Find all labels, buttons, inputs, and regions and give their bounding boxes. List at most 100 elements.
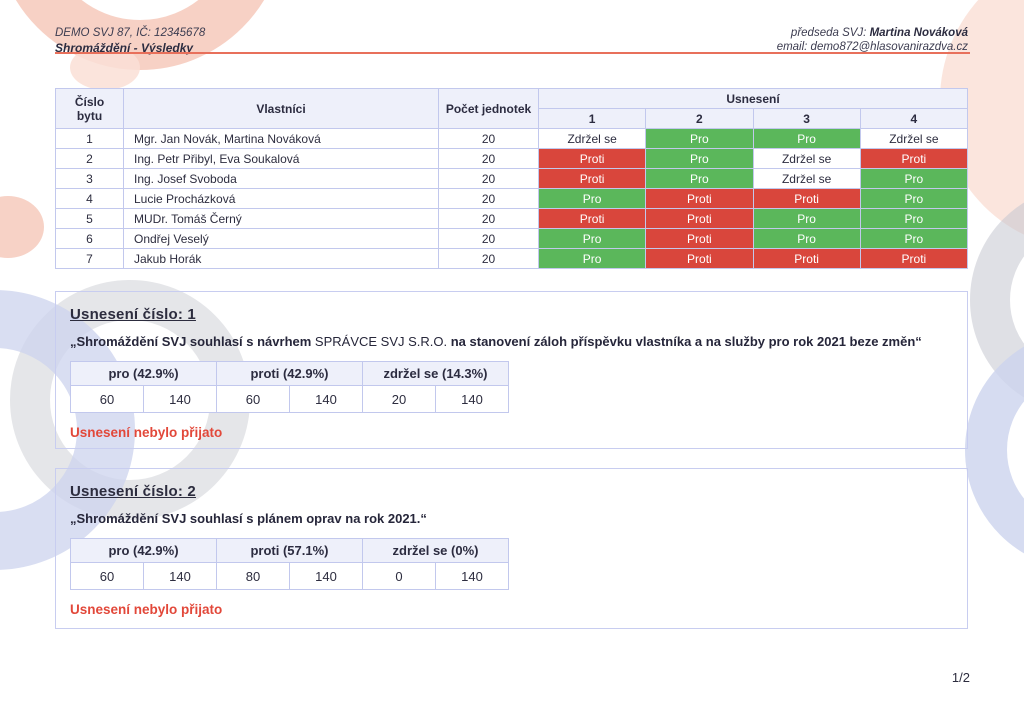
vote-cell: Proti: [859, 148, 969, 169]
unit-number: 5: [55, 208, 124, 229]
tally-value: 80: [216, 562, 290, 590]
results-table: Číslo bytu Vlastníci Počet jednotek Usne…: [55, 88, 969, 269]
outcome-text: Usnesení nebylo přijato: [70, 602, 223, 617]
table-row: 2 Ing. Petr Přibyl, Eva Soukalová 20 Pro…: [55, 148, 969, 169]
table-row: 5 MUDr. Tomáš Černý 20 Proti Proti Pro P…: [55, 208, 969, 229]
table-row: 4 Lucie Procházková 20 Pro Proti Proti P…: [55, 188, 969, 209]
tally-value: 20: [362, 385, 436, 413]
chairman-label: předseda SVJ:: [790, 27, 870, 39]
org-name: DEMO SVJ 87, IČ: 12345678: [55, 27, 206, 39]
unit-number: 3: [55, 168, 124, 189]
vote-cell: Zdržel se: [752, 148, 861, 169]
vote-cell: Pro: [859, 228, 969, 249]
vote-cell: Proti: [752, 188, 861, 209]
document-header-right: předseda SVJ: Martina Nováková email: de…: [777, 26, 968, 55]
chairman-line: předseda SVJ: Martina Nováková: [777, 26, 968, 40]
vote-cell: Proti: [645, 188, 754, 209]
vote-cell: Proti: [537, 168, 647, 189]
tally-table: pro (42.9%) proti (57.1%) zdržel se (0%)…: [70, 538, 509, 590]
vote-cell: Pro: [859, 168, 969, 189]
vote-cell: Pro: [859, 208, 969, 229]
tally-header-zdrzel: zdržel se (0%): [362, 538, 509, 563]
tally-value: 140: [289, 385, 363, 413]
unit-count: 20: [438, 188, 539, 209]
table-row: 7 Jakub Horák 20 Pro Proti Proti Proti: [55, 248, 969, 269]
table-row: 3 Ing. Josef Svoboda 20 Proti Pro Zdržel…: [55, 168, 969, 189]
tally-header-zdrzel: zdržel se (14.3%): [362, 361, 509, 386]
page-title: Shromáždění - Výsledky: [55, 41, 194, 56]
unit-count: 20: [438, 168, 539, 189]
col-group-resolutions: Usnesení: [538, 88, 968, 109]
vote-cell: Proti: [645, 208, 754, 229]
deco-dot-left: [0, 196, 44, 258]
header-divider: [55, 52, 970, 54]
vote-cell: Pro: [645, 168, 754, 189]
tally-table: pro (42.9%) proti (42.9%) zdržel se (14.…: [70, 361, 509, 413]
tally-value: 60: [216, 385, 290, 413]
document-header-left: DEMO SVJ 87, IČ: 12345678 Shromáždění - …: [55, 26, 205, 56]
tally-value: 140: [435, 562, 509, 590]
tally-value: 60: [70, 562, 144, 590]
statement-plain: SPRÁVCE SVJ S.R.O.: [314, 334, 448, 349]
table-row: 1 Mgr. Jan Novák, Martina Nováková 20 Zd…: [55, 128, 969, 149]
outcome-text: Usnesení nebylo přijato: [70, 425, 223, 440]
vote-cell: Pro: [537, 248, 647, 269]
vote-cell: Pro: [752, 228, 861, 249]
vote-cell: Pro: [537, 228, 647, 249]
vote-cell: Proti: [645, 248, 754, 269]
vote-cell: Zdržel se: [859, 128, 969, 149]
owner-names: Lucie Procházková: [123, 188, 439, 209]
unit-number: 6: [55, 228, 124, 249]
owner-names: Ing. Petr Přibyl, Eva Soukalová: [123, 148, 439, 169]
vote-cell: Pro: [859, 188, 969, 209]
unit-number: 1: [55, 128, 124, 149]
unit-number: 7: [55, 248, 124, 269]
unit-count: 20: [438, 148, 539, 169]
col-header-resolution-1: 1: [537, 108, 647, 129]
statement-bold: „Shromáždění SVJ souhlasí s plánem oprav…: [70, 511, 427, 526]
unit-count: 20: [438, 128, 539, 149]
vote-cell: Proti: [859, 248, 969, 269]
unit-count: 20: [438, 248, 539, 269]
resolution-panel-1: Usnesení číslo: 1 „Shromáždění SVJ souhl…: [55, 291, 968, 449]
vote-cell: Pro: [752, 128, 861, 149]
vote-cell: Pro: [537, 188, 647, 209]
tally-header-proti: proti (57.1%): [216, 538, 363, 563]
table-row: 6 Ondřej Veselý 20 Pro Proti Pro Pro: [55, 228, 969, 249]
resolution-title: Usnesení číslo: 1: [70, 306, 196, 323]
col-header-unit: Číslo bytu: [55, 88, 124, 129]
owner-names: Jakub Horák: [123, 248, 439, 269]
vote-cell: Zdržel se: [537, 128, 647, 149]
chairman-name: Martina Nováková: [869, 27, 968, 39]
vote-cell: Zdržel se: [752, 168, 861, 189]
resolution-statement: „Shromáždění SVJ souhlasí s plánem oprav…: [70, 511, 951, 526]
vote-cell: Pro: [752, 208, 861, 229]
resolution-statement: „Shromáždění SVJ souhlasí s návrhem SPRÁ…: [70, 334, 951, 349]
unit-number: 4: [55, 188, 124, 209]
col-header-resolution-4: 4: [859, 108, 969, 129]
resolution-title: Usnesení číslo: 2: [70, 483, 196, 500]
page-number: 1/2: [951, 670, 970, 685]
resolution-panel-2: Usnesení číslo: 2 „Shromáždění SVJ souhl…: [55, 468, 968, 629]
tally-value: 140: [435, 385, 509, 413]
tally-value: 140: [143, 385, 217, 413]
owner-names: Ing. Josef Svoboda: [123, 168, 439, 189]
vote-cell: Proti: [537, 208, 647, 229]
tally-header-pro: pro (42.9%): [70, 361, 217, 386]
col-header-resolution-3: 3: [752, 108, 861, 129]
tally-value: 60: [70, 385, 144, 413]
vote-cell: Proti: [752, 248, 861, 269]
vote-cell: Proti: [645, 228, 754, 249]
col-header-owners: Vlastníci: [123, 88, 439, 129]
unit-count: 20: [438, 228, 539, 249]
vote-cell: Pro: [645, 148, 754, 169]
unit-number: 2: [55, 148, 124, 169]
statement-bold: na stanovení záloh příspěvku vlastníka a…: [447, 334, 922, 349]
owner-names: Mgr. Jan Novák, Martina Nováková: [123, 128, 439, 149]
tally-header-pro: pro (42.9%): [70, 538, 217, 563]
owner-names: Ondřej Veselý: [123, 228, 439, 249]
col-header-resolution-2: 2: [645, 108, 754, 129]
unit-count: 20: [438, 208, 539, 229]
col-header-units: Počet jednotek: [438, 88, 539, 129]
owner-names: MUDr. Tomáš Černý: [123, 208, 439, 229]
